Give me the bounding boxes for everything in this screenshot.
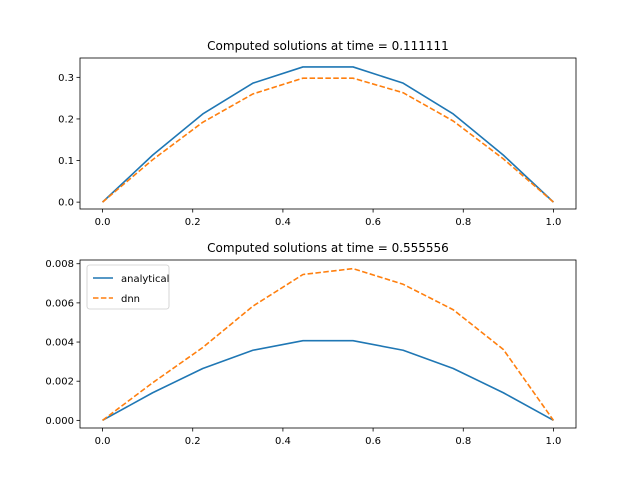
y-tick-label: 0.000 [45, 416, 74, 427]
y-tick-label: 0.008 [45, 259, 74, 270]
y-tick-label: 0.3 [58, 73, 74, 84]
legend-label-analytical: analytical [121, 274, 169, 285]
x-tick-label: 0.4 [275, 217, 291, 228]
series-line-dnn [102, 77, 554, 203]
x-tick-label: 0.0 [95, 436, 111, 447]
series-line-analytical [102, 339, 554, 422]
x-tick-label: 0.8 [455, 436, 471, 447]
axes-frame [79, 259, 577, 429]
subplot-bottom: Computed solutions at time = 0.555556 0.0… [45, 241, 577, 447]
legend-box [86, 264, 170, 310]
x-tick-label: 1.0 [546, 436, 562, 447]
subplot-top: Computed solutions at time = 0.111111 0.0… [58, 39, 577, 228]
y-tick-label: 0.0 [58, 198, 74, 209]
y-tick-label: 0.1 [58, 156, 74, 167]
x-tick-label: 0.2 [185, 436, 201, 447]
x-tick-label: 0.4 [275, 436, 291, 447]
x-tick-label: 1.0 [546, 217, 562, 228]
y-tick-label: 0.006 [45, 298, 74, 309]
x-tick-label: 0.8 [455, 217, 471, 228]
axes-frame [79, 57, 577, 210]
chart-title: Computed solutions at time = 0.555556 [207, 241, 449, 255]
series-line-analytical [102, 66, 554, 203]
x-tick-label: 0.0 [95, 217, 111, 228]
x-tick-label: 0.6 [365, 436, 381, 447]
y-tick-label: 0.2 [58, 114, 74, 125]
x-tick-label: 0.6 [365, 217, 381, 228]
chart-title: Computed solutions at time = 0.111111 [207, 39, 449, 53]
y-tick-label: 0.004 [45, 338, 74, 349]
x-tick-label: 0.2 [185, 217, 201, 228]
y-tick-label: 0.002 [45, 377, 74, 388]
legend-label-dnn: dnn [121, 294, 140, 305]
series-line-dnn [102, 267, 555, 421]
